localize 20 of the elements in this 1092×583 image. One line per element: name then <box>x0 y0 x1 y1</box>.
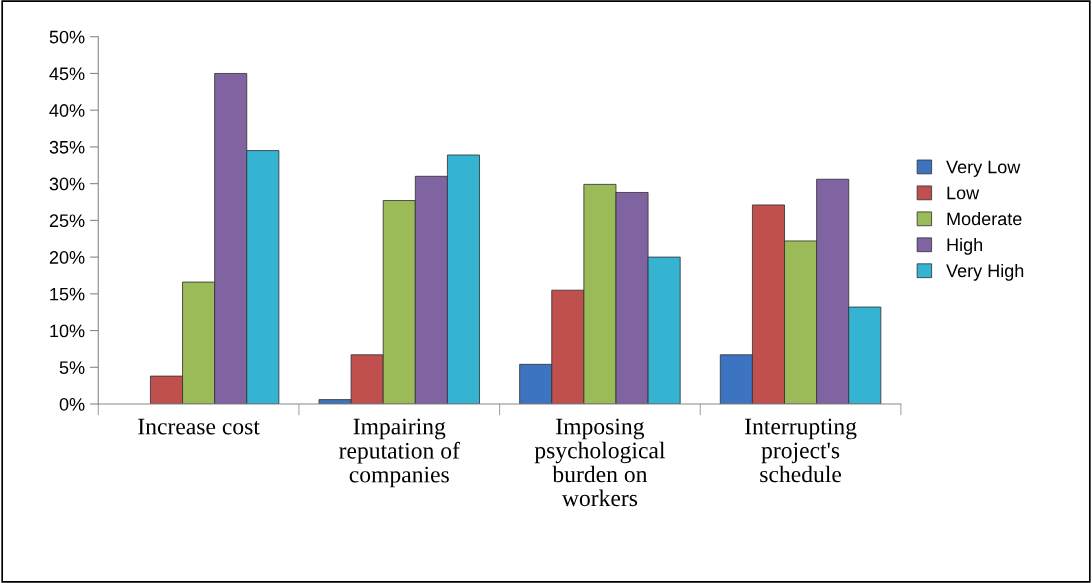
legend-label: Low <box>947 186 980 200</box>
y-tick-label: 50% <box>49 30 85 44</box>
y-tick-label: 10% <box>50 324 85 338</box>
legend-label: High <box>947 237 982 255</box>
legend-label: Very Low <box>946 160 1021 177</box>
y-tick-label: 0% <box>59 397 85 411</box>
y-tick-label: 5% <box>59 361 85 375</box>
x-tick-label: Imposing psychological burden on workers <box>534 418 666 507</box>
y-tick-label: 20% <box>49 251 85 264</box>
legend-label: Very High <box>946 263 1024 281</box>
x-tick-label: Impairing reputation of companies <box>339 418 460 488</box>
y-tick-label: 45% <box>49 67 85 81</box>
y-tick-label: 15% <box>50 287 85 301</box>
x-tick-label: Interrupting project's schedule <box>745 418 857 483</box>
y-tick-label: 30% <box>49 177 85 191</box>
y-tick-label: 35% <box>49 140 85 154</box>
x-tick-label: Increase cost <box>138 418 260 435</box>
y-tick-label: 25% <box>49 214 85 228</box>
legend-label: Moderate <box>947 212 1022 226</box>
y-tick-label: 40% <box>49 104 85 117</box>
